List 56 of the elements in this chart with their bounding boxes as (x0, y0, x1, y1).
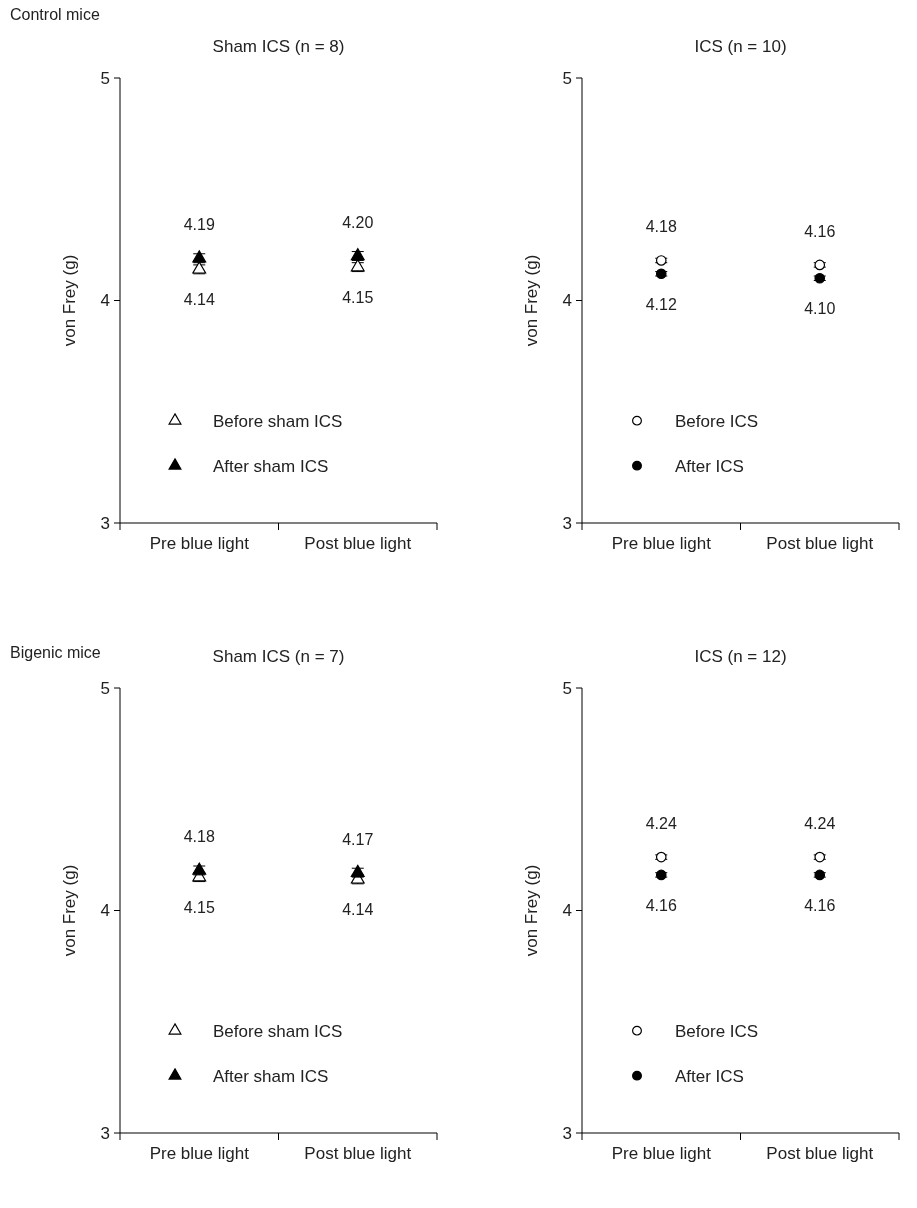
legend-label: After sham ICS (213, 456, 329, 476)
data-label: 4.15 (342, 289, 374, 307)
chart-title: ICS (n = 10) (694, 37, 787, 56)
data-label: 4.14 (183, 291, 215, 309)
x-tick-label: Pre blue light (149, 534, 250, 553)
text: Control mice (10, 6, 100, 23)
chart-title: ICS (n = 12) (694, 647, 787, 666)
data-label: 4.18 (183, 828, 215, 846)
y-axis-title: von Frey (g) (522, 254, 541, 347)
y-tick-label: 3 (562, 1123, 572, 1143)
data-label: 4.16 (645, 896, 677, 914)
chart-title: Sham ICS (n = 7) (212, 647, 345, 666)
legend-label: After ICS (675, 1066, 744, 1086)
point (814, 272, 826, 284)
data-label: 4.18 (645, 218, 677, 236)
y-tick-label: 5 (100, 68, 110, 88)
x-tick-label: Pre blue light (611, 1144, 712, 1163)
legend-label: After sham ICS (213, 1066, 329, 1086)
legend-label: Before sham ICS (213, 1021, 343, 1041)
x-tick-label: Post blue light (766, 534, 874, 553)
data-label: 4.20 (342, 214, 374, 231)
chart-title: Sham ICS (n = 8) (212, 37, 345, 56)
legend-label: After ICS (675, 456, 744, 476)
y-tick-label: 5 (100, 678, 110, 698)
y-tick-label: 4 (100, 291, 110, 311)
y-axis-title: von Frey (g) (522, 864, 541, 957)
y-tick-label: 3 (100, 513, 110, 533)
data-label: 4.24 (804, 815, 836, 833)
y-tick-label: 4 (100, 901, 110, 921)
y-tick-label: 5 (562, 68, 572, 88)
data-label: 4.17 (342, 830, 374, 848)
data-label: 4.16 (804, 896, 836, 914)
x-tick-label: Post blue light (304, 1144, 412, 1163)
data-label: 4.10 (804, 300, 836, 318)
data-label: 4.19 (183, 216, 215, 234)
data-label: 4.16 (804, 222, 836, 240)
x-tick-label: Pre blue light (149, 1144, 250, 1163)
y-tick-label: 3 (562, 513, 572, 533)
x-tick-label: Pre blue light (611, 534, 712, 553)
y-axis-title: von Frey (g) (60, 864, 79, 957)
x-tick-label: Post blue light (766, 1144, 874, 1163)
legend-label: Before ICS (675, 1021, 759, 1041)
data-label: 4.24 (645, 815, 677, 833)
x-tick-label: Post blue light (304, 534, 412, 553)
point (655, 268, 667, 280)
legend-label: Before ICS (675, 411, 759, 431)
y-tick-label: 4 (562, 901, 572, 921)
data-label: 4.14 (342, 901, 374, 919)
y-axis-title: von Frey (g) (60, 254, 79, 347)
legend-label: Before sham ICS (213, 411, 343, 431)
y-tick-label: 5 (562, 678, 572, 698)
data-label: 4.15 (183, 899, 215, 917)
data-label: 4.12 (645, 295, 677, 313)
y-tick-label: 3 (100, 1123, 110, 1143)
y-tick-label: 4 (562, 291, 572, 311)
text: Bigenic mice (10, 644, 101, 661)
